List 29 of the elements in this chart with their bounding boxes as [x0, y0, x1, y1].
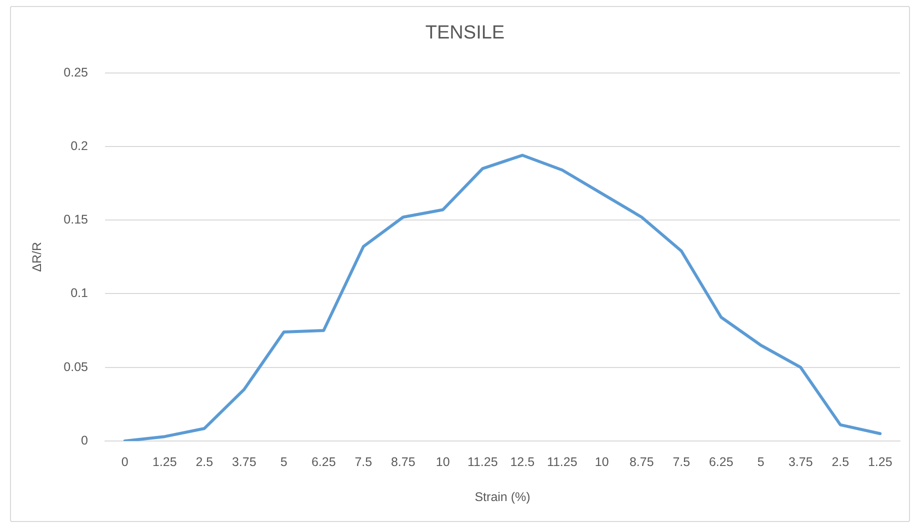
- x-tick-label: 5: [280, 454, 288, 469]
- x-tick-label: 1.25: [152, 454, 177, 469]
- x-tick-label: 0: [121, 454, 128, 469]
- x-tick-label: 3.75: [232, 454, 256, 469]
- x-tick-label: 2.5: [832, 454, 850, 469]
- x-tick-label: 7.5: [354, 454, 372, 469]
- x-tick-label: 10: [594, 454, 609, 469]
- x-tick-label: 6.25: [708, 454, 734, 469]
- x-tick-label: 11.25: [467, 454, 498, 469]
- x-tick-label: 3.75: [788, 454, 813, 469]
- y-tick-label: 0.1: [70, 286, 88, 300]
- x-axis-title: Strain (%): [474, 490, 530, 504]
- x-tick-label: 12.5: [510, 454, 535, 469]
- x-tick-label: 2.5: [196, 454, 214, 469]
- y-tick-label: 0.15: [64, 212, 88, 227]
- x-tick-label: 6.25: [311, 454, 336, 469]
- y-tick-label: 0.05: [64, 360, 88, 374]
- chart-title: TENSILE: [425, 22, 505, 44]
- x-tick-label: 8.75: [390, 454, 416, 469]
- x-tick-label: 5: [757, 454, 764, 469]
- x-tick-label: 11.25: [546, 454, 578, 469]
- y-axis-title: ΔR/R: [30, 242, 44, 272]
- y-tick-label: 0.2: [70, 138, 88, 153]
- x-tick-label: 10: [436, 454, 450, 469]
- x-tick-label: 8.75: [629, 454, 654, 469]
- x-tick-label: 1.25: [868, 454, 892, 469]
- y-tick-label: 0: [81, 433, 88, 448]
- y-tick-label: 0.25: [64, 65, 88, 80]
- x-tick-label: 7.5: [672, 454, 690, 469]
